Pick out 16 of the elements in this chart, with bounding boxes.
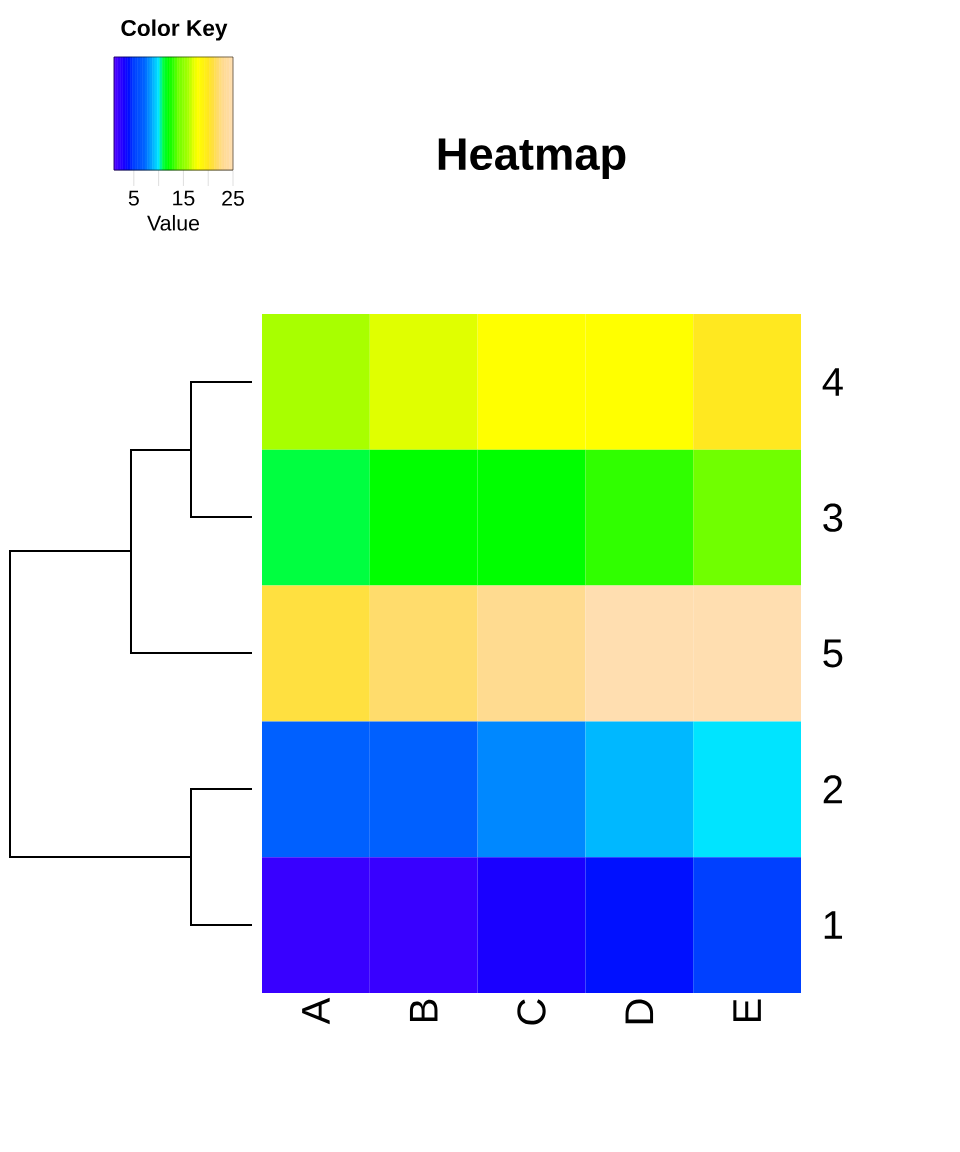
- x-tick-label: C: [517, 999, 546, 1025]
- x-tick-label: E: [733, 999, 761, 1022]
- color-bar-label: 15: [173, 190, 195, 206]
- color-bar-title: Value: [147, 214, 200, 231]
- color-bar-label: 25: [222, 190, 244, 206]
- x-tick-label: A: [302, 997, 330, 1025]
- y-tick-label: 4: [822, 368, 843, 396]
- y-tick-label: 1: [824, 911, 843, 939]
- y-tick-label: 3: [823, 503, 843, 532]
- y-tick-label: 2: [823, 775, 842, 804]
- chart-title: Heatmap: [438, 138, 626, 180]
- color-bar-label: 5: [128, 190, 139, 206]
- x-tick-label: D: [625, 999, 654, 1024]
- y-tick-label: 5: [823, 639, 843, 668]
- x-tick-label: B: [409, 999, 438, 1022]
- text: Color Key: [121, 19, 228, 41]
